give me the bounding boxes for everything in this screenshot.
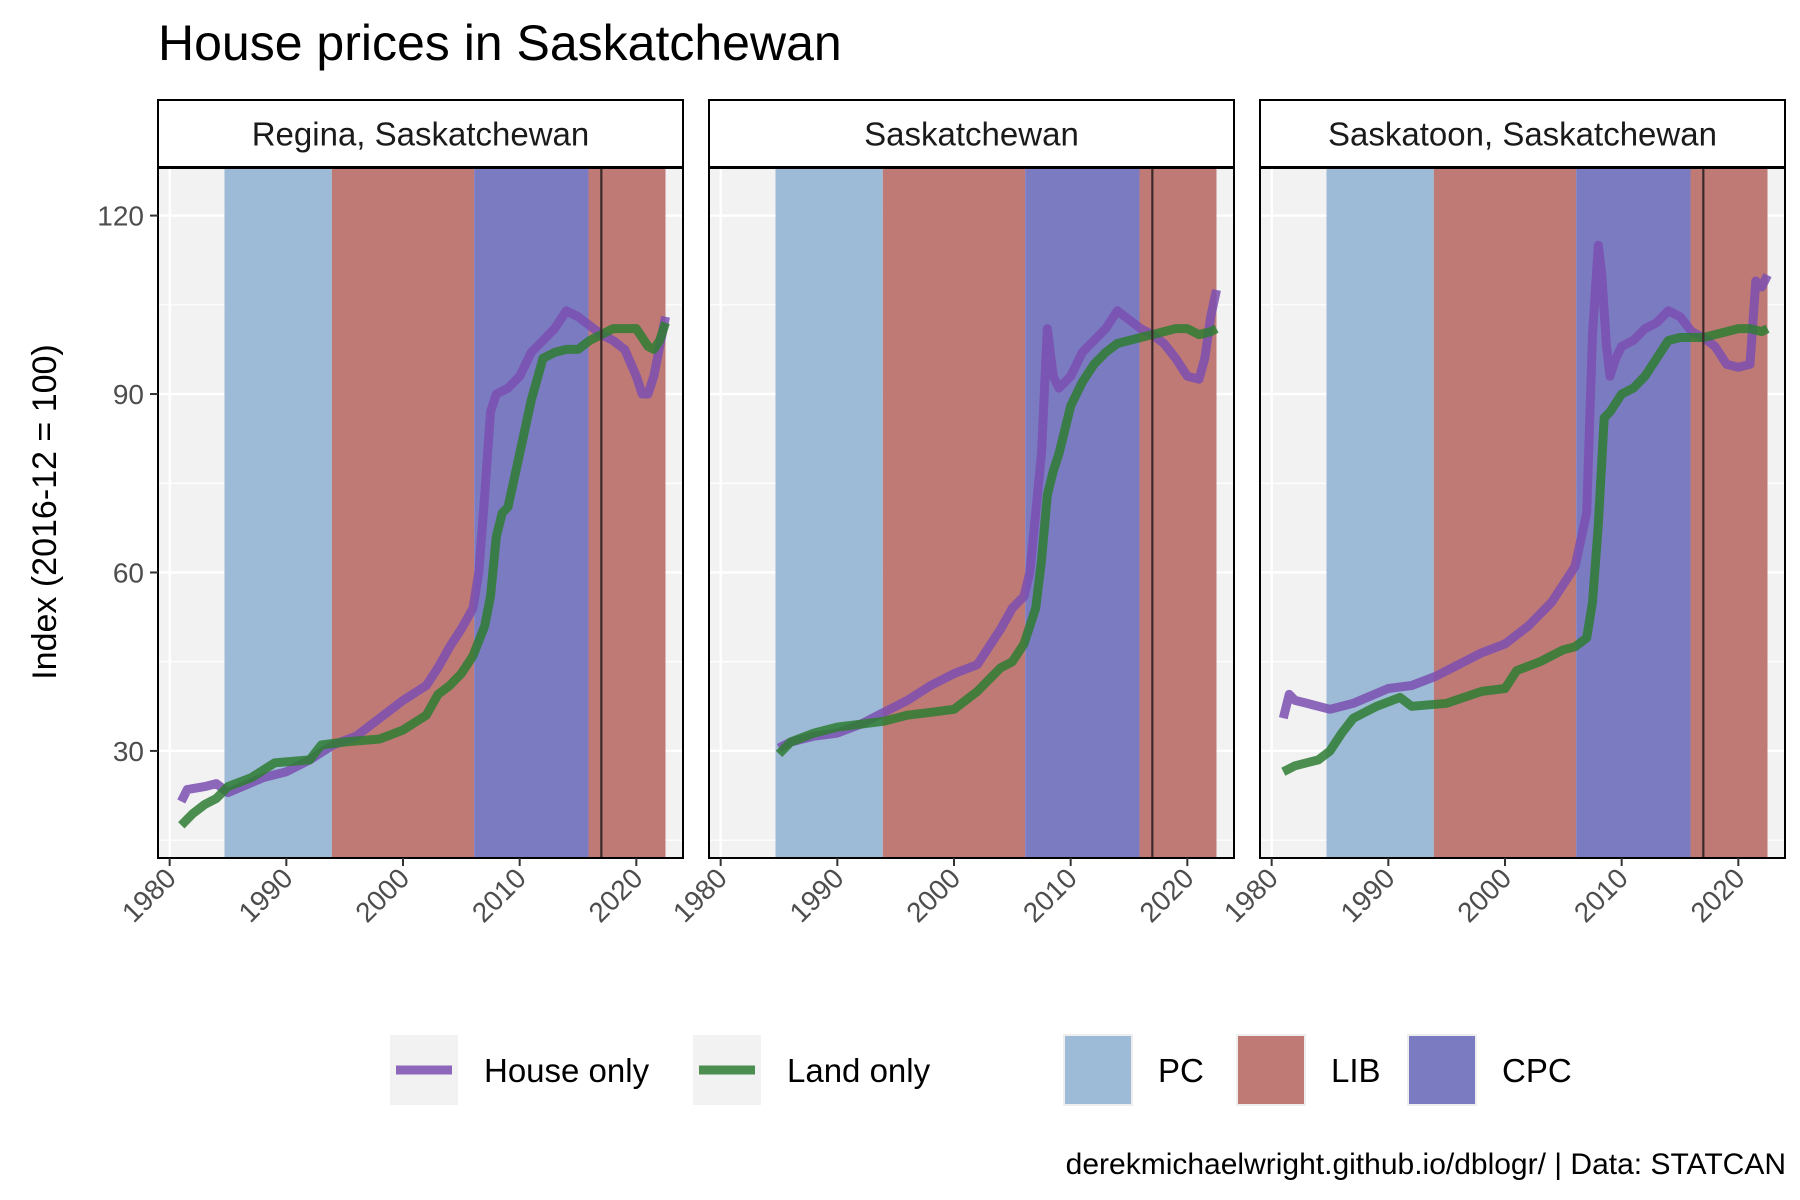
panel-border [1259,167,1786,859]
facet-strip-label: Saskatchewan [864,116,1079,153]
band-lib [882,168,1026,858]
chart-title: House prices in Saskatchewan [158,15,842,71]
x-tick-label: 1980 [116,862,182,928]
y-axis-title: Index (2016-12 = 100) [26,344,64,680]
facet-panels: Regina, Saskatchewan 1980 1990 2000 2010 2020… [97,99,1786,928]
series-line-house [1278,240,1772,720]
band-pc [1326,168,1434,858]
y-tick-label: 120 [97,201,144,232]
series-group [177,306,670,829]
facet-panel: Saskatchewan 1980 1990 2000 2010 2020 [667,99,1235,928]
legend-key-fill [1063,1034,1133,1106]
x-tick-label: 1990 [784,862,850,928]
band-pc [224,168,332,858]
x-tick-label: 1980 [1218,862,1284,928]
band-lib [1690,168,1768,858]
caption: derekmichaelwright.github.io/dblogr/ | D… [1066,1148,1786,1181]
x-tick-label: 2020 [1685,862,1751,928]
series-group [1278,240,1772,776]
x-tick-label: 2020 [1134,862,1200,928]
x-tick-label: 2020 [583,862,649,928]
series-line-land [178,321,670,829]
series-line-land [1281,324,1770,776]
legend-item: Land only [693,1035,931,1105]
series-line-land [775,324,1219,758]
y-tick-label: 90 [113,379,144,410]
x-tick-label: 2010 [1568,862,1634,928]
band-cpc [474,168,589,858]
legend-key-fill [1407,1034,1477,1106]
legend-label: PC [1158,1052,1204,1089]
legend-label: CPC [1502,1052,1572,1089]
facet-panel: Regina, Saskatchewan 1980 1990 2000 2010 2020… [97,99,684,928]
series-line-house [776,288,1221,753]
y-tick-label: 60 [113,557,144,588]
band-lib [588,168,666,858]
y-tick-label: 30 [113,736,144,767]
facet-strip [157,99,684,168]
x-tick-label: 2010 [1017,862,1083,928]
x-tick-label: 2000 [900,862,966,928]
series-group [775,288,1221,758]
x-tick-label: 1980 [667,862,733,928]
band-lib [1139,168,1217,858]
facet-strip-label: Saskatoon, Saskatchewan [1328,116,1717,153]
legend-item: House only [390,1035,650,1105]
x-tick-label: 2010 [466,862,532,928]
x-tick-label: 1990 [233,862,299,928]
government-bands [775,168,1217,858]
facet-strip [1259,99,1786,168]
government-bands [224,168,666,858]
legend-item: PC [1063,1034,1204,1106]
legend: House only Land only PC LIB CPC [390,1034,1572,1106]
band-lib [1433,168,1577,858]
x-tick-label: 2000 [349,862,415,928]
legend-label: House only [484,1052,650,1089]
band-lib [331,168,475,858]
legend-key-fill [1236,1034,1306,1106]
legend-item: CPC [1407,1034,1572,1106]
legend-item: LIB [1236,1034,1381,1106]
series-line-house [177,306,670,804]
facet-strip-label: Regina, Saskatchewan [252,116,590,153]
panel-border [708,167,1235,859]
x-tick-label: 1990 [1335,862,1401,928]
legend-label: Land only [787,1052,931,1089]
panel-border [157,167,684,859]
band-pc [775,168,883,858]
facet-panel: Saskatoon, Saskatchewan 1980 1990 2000 2010 2… [1218,99,1786,928]
legend-label: LIB [1331,1052,1381,1089]
government-bands [1326,168,1768,858]
x-tick-label: 2000 [1451,862,1517,928]
